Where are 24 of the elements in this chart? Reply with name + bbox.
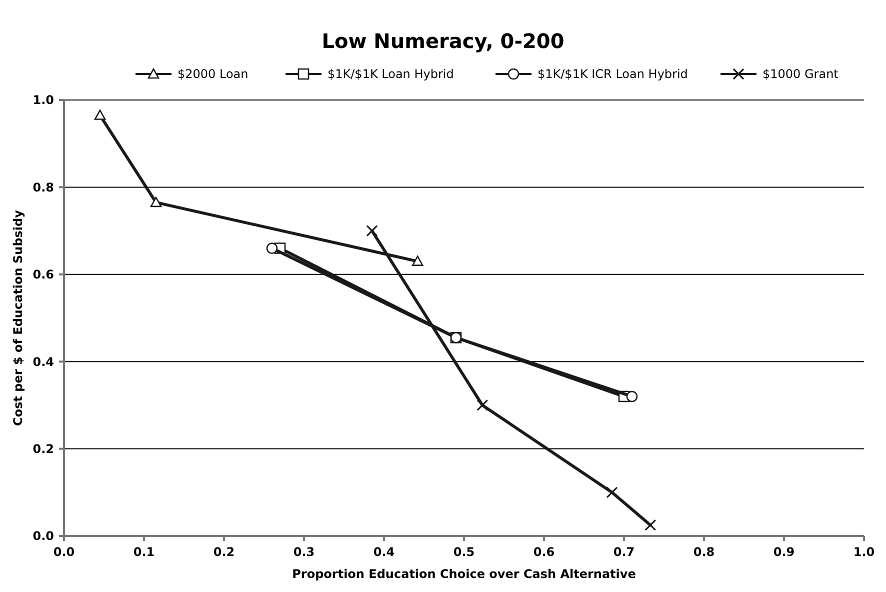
chart-title: Low Numeracy, 0-200 — [322, 29, 564, 53]
y-tick-label: 1.0 — [32, 93, 54, 108]
x-tick-label: 0.5 — [453, 545, 475, 559]
legend-label: $1000 Grant — [762, 67, 839, 82]
x-tick-label: 0.7 — [613, 545, 635, 559]
x-tick-label: 0.3 — [293, 545, 315, 559]
y-tick-label: 0.2 — [32, 442, 54, 456]
y-tick-label: 0.6 — [32, 268, 54, 282]
legend-label: $2000 Loan — [178, 67, 248, 82]
x-tick-label: 0.9 — [773, 545, 795, 559]
y-axis-title: Cost per $ of Education Subsidy — [11, 210, 25, 426]
x-tick-label: 0.6 — [533, 545, 555, 559]
legend-label: $1K/$1K Loan Hybrid — [328, 67, 454, 82]
legend-label: $1K/$1K ICR Loan Hybrid — [538, 67, 688, 82]
y-tick-label: 0.8 — [32, 180, 54, 194]
x-tick-label: 0.8 — [693, 545, 715, 559]
x-axis-title: Proportion Education Choice over Cash Alternative — [292, 567, 636, 581]
y-tick-label: 0.0 — [32, 529, 54, 544]
y-tick-label: 0.4 — [32, 354, 54, 369]
x-tick-label: 0.4 — [373, 545, 395, 559]
x-tick-label: 0.1 — [133, 545, 155, 559]
x-tick-label: 0.0 — [53, 545, 75, 559]
x-tick-label: 1.0 — [853, 545, 875, 559]
x-tick-label: 0.2 — [213, 545, 235, 559]
